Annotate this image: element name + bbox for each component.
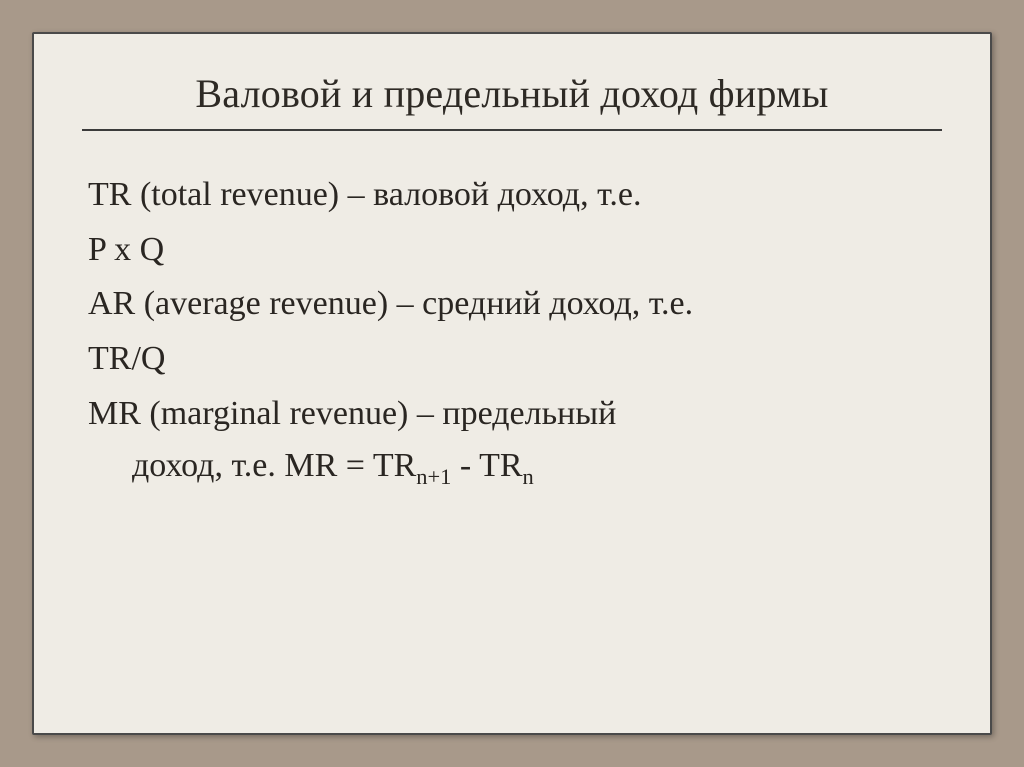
slide-content: TR (total revenue) – валовой доход, т.е.… [82, 169, 942, 493]
mr-subscript-2: n [523, 464, 534, 489]
mr-definition: MR (marginal revenue) – предельный доход… [88, 388, 942, 493]
slide: Валовой и предельный доход фирмы TR (tot… [32, 32, 992, 735]
mr-def-line2: доход, т.е. MR = TRn+1 - TRn [88, 440, 942, 493]
mr-minus: - TR [451, 447, 522, 484]
title-underline [82, 129, 942, 131]
tr-formula: P x Q [88, 224, 942, 277]
mr-subscript-1: n+1 [416, 464, 451, 489]
mr-def-line1: MR (marginal revenue) – предельный [88, 395, 616, 432]
ar-definition: AR (average revenue) – средний доход, т.… [88, 278, 942, 331]
ar-formula: TR/Q [88, 333, 942, 386]
mr-def-prefix: доход, т.е. MR = TR [132, 447, 416, 484]
tr-definition: TR (total revenue) – валовой доход, т.е. [88, 169, 942, 222]
slide-title: Валовой и предельный доход фирмы [82, 70, 942, 117]
